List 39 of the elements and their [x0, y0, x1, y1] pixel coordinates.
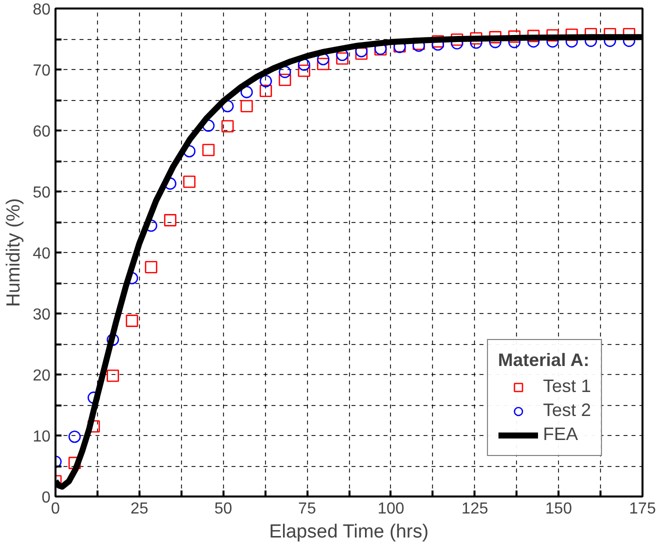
legend-label: Test 1: [542, 376, 591, 397]
y-axis-title: Humidity (%): [4, 198, 25, 307]
y-tick-label: 50: [32, 184, 51, 202]
y-tick-label: 10: [32, 428, 51, 446]
legend-label: Test 2: [542, 400, 591, 421]
point: [106, 370, 120, 382]
point: [240, 100, 253, 112]
y-tick-label: 80: [32, 2, 51, 18]
point: [317, 58, 330, 70]
point: [260, 84, 272, 97]
x-axis-title: Elapsed Time (hrs): [269, 522, 429, 542]
x-tick-label: 25: [130, 500, 148, 518]
point: [336, 52, 348, 65]
point: [126, 314, 138, 327]
point: [202, 144, 215, 156]
point: [221, 120, 234, 132]
y-tick-label: 20: [32, 368, 51, 384]
x-tick-label: 125: [461, 500, 488, 518]
point: [68, 430, 81, 443]
point: [278, 74, 292, 86]
x-tick-label: 150: [545, 500, 572, 518]
point: [298, 64, 310, 77]
point: [260, 74, 272, 88]
point: [278, 66, 292, 78]
legend-label: FEA: [542, 424, 578, 445]
y-tick-label: 60: [32, 124, 51, 140]
point: [164, 214, 176, 226]
y-tick-label: 70: [32, 62, 51, 80]
x-tick-label: 175: [629, 500, 656, 518]
y-tick-label: 40: [32, 246, 51, 262]
point: [144, 260, 158, 274]
point: [183, 176, 196, 188]
x-tick-label: 50: [214, 500, 232, 518]
x-tick-label: 100: [378, 500, 404, 518]
y-tick-label: 0: [42, 490, 51, 506]
point: [298, 58, 310, 71]
legend-title: Material A:: [498, 350, 590, 371]
x-tick-label: 75: [298, 500, 316, 518]
y-tick-label: 30: [32, 306, 51, 324]
